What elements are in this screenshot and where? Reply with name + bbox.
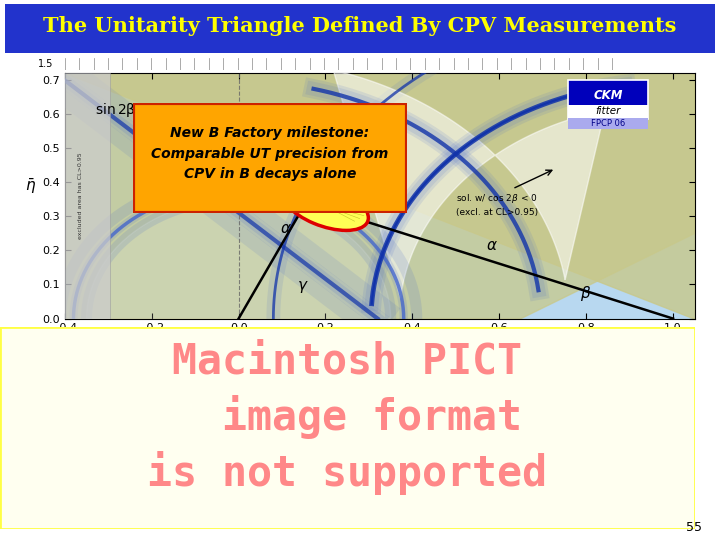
Ellipse shape (283, 181, 369, 231)
Polygon shape (333, 70, 605, 299)
Text: $\beta$: $\beta$ (580, 284, 591, 303)
Text: excluded area has CL>0.95: excluded area has CL>0.95 (78, 152, 83, 239)
Text: (excl. at CL>0.95): (excl. at CL>0.95) (456, 207, 538, 217)
Bar (568, 105, 648, 119)
Bar (568, 80, 648, 119)
Text: $\gamma$: $\gamma$ (297, 279, 309, 295)
Text: CKM: CKM (593, 89, 623, 102)
Polygon shape (65, 73, 695, 319)
Text: $\alpha$: $\alpha$ (280, 221, 292, 235)
Bar (60, 73, 110, 319)
Text: The Unitarity Triangle Defined By CPV Measurements: The Unitarity Triangle Defined By CPV Me… (43, 16, 677, 36)
Text: 1.5: 1.5 (38, 59, 53, 69)
Text: 55: 55 (686, 521, 702, 534)
Text: New B Factory milestone:
Comparable UT precision from
CPV in B decays alone: New B Factory milestone: Comparable UT p… (151, 126, 389, 180)
Text: sol. w/ cos 2$\beta$ < 0: sol. w/ cos 2$\beta$ < 0 (456, 192, 537, 205)
FancyBboxPatch shape (4, 60, 716, 324)
Polygon shape (65, 73, 695, 319)
Polygon shape (86, 199, 391, 319)
Text: FPCP 06: FPCP 06 (591, 119, 625, 128)
Text: $\rm sin\,2\beta$: $\rm sin\,2\beta$ (95, 101, 136, 119)
Text: Macintosh PICT
  image format
is not supported: Macintosh PICT image format is not suppo… (148, 341, 547, 495)
Text: fitter: fitter (595, 106, 621, 117)
Y-axis label: $\bar{\eta}$: $\bar{\eta}$ (24, 177, 36, 195)
Bar (568, 118, 648, 129)
FancyBboxPatch shape (5, 4, 715, 53)
Text: $\alpha$: $\alpha$ (486, 238, 498, 253)
